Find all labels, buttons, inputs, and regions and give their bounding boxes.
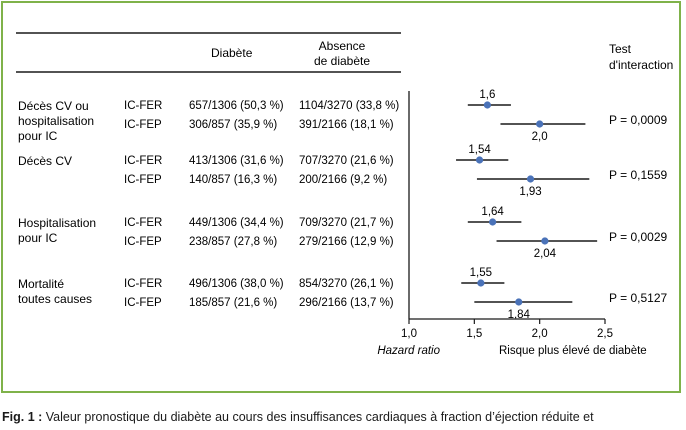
absence-value: 707/3270 (21,6 %) [299,155,394,167]
p-value: P = 0,0009 [609,113,667,127]
absence-value: 279/2166 (12,9 %) [299,236,394,248]
diabete-value: 413/1306 (31,6 %) [189,155,284,167]
absence-value: 296/2166 (13,7 %) [299,297,394,309]
group-label: toutes causes [18,292,92,306]
group-label: Décès CV ou [18,99,89,113]
hr-label: 1,84 [508,309,531,321]
x-tick-label: 2,0 [532,328,548,340]
p-value: P = 0,1559 [609,168,667,182]
hr-point [489,218,497,226]
forest-plot: Diabète Absence de diabète Test d'intera… [16,32,673,357]
hr-point [541,237,549,245]
hr-label: 1,54 [468,144,491,156]
header-test-line2: d'interaction [609,58,673,72]
hr-label: 1,55 [470,267,492,279]
row-type: IC-FER [124,217,162,229]
row-type: IC-FER [124,100,162,112]
figure-frame: Diabète Absence de diabète Test d'intera… [1,1,681,393]
diabete-value: 496/1306 (38,0 %) [189,278,284,290]
group-label: Hospitalisation [18,216,96,230]
hr-label: 1,93 [519,186,541,198]
row-type: IC-FEP [124,236,162,248]
hr-point [536,120,544,128]
header-absence-line1: Absence [319,39,366,53]
group-label: pour IC [18,129,58,143]
row-type: IC-FEP [124,174,162,186]
caption-text: Valeur pronostique du diabète au cours d… [42,410,594,424]
group-label: hospitalisation [18,114,94,128]
x-axis-label-right: Risque plus élevé de diabète [499,345,647,357]
header-test-line1: Test [609,42,632,56]
row-type: IC-FER [124,155,162,167]
group-label: Décès CV [18,154,72,168]
x-tick-label: 1,5 [466,328,482,340]
absence-value: 854/3270 (26,1 %) [299,278,394,290]
hr-label: 1,64 [481,206,504,218]
group-label: Mortalité [18,277,64,291]
caption-label: Fig. 1 : [2,410,43,424]
x-tick-label: 2,5 [597,328,613,340]
header-diabete: Diabète [211,46,253,60]
x-tick-label: 1,0 [401,328,417,340]
hr-label: 2,04 [534,248,557,260]
absence-value: 200/2166 (9,2 %) [299,174,387,186]
diabete-value: 449/1306 (34,4 %) [189,217,284,229]
x-axis-label-left: Hazard ratio [377,345,440,357]
figure-caption: Fig. 1 : Valeur pronostique du diabète a… [2,409,686,425]
row-type: IC-FEP [124,119,162,131]
hr-point [477,279,485,287]
hr-label: 2,0 [532,131,548,143]
row-type: IC-FEP [124,297,162,309]
diabete-value: 306/857 (35,9 %) [189,119,277,131]
absence-value: 709/3270 (21,7 %) [299,217,394,229]
absence-value: 391/2166 (18,1 %) [299,119,394,131]
hr-point [526,175,535,183]
hr-point [483,101,491,109]
absence-value: 1104/3270 (33,8 %) [299,100,399,112]
p-value: P = 0,0029 [609,230,667,244]
diabete-value: 185/857 (21,6 %) [189,297,277,309]
group-label: pour IC [18,231,58,245]
header-absence-line2: de diabète [314,54,370,68]
p-value: P = 0,5127 [609,291,667,305]
hr-point [475,156,484,164]
diabete-value: 657/1306 (50,3 %) [189,100,284,112]
row-type: IC-FER [124,278,162,290]
hr-point [515,298,523,306]
diabete-value: 140/857 (16,3 %) [189,174,277,186]
diabete-value: 238/857 (27,8 %) [189,236,277,248]
hr-label: 1,6 [479,89,495,101]
